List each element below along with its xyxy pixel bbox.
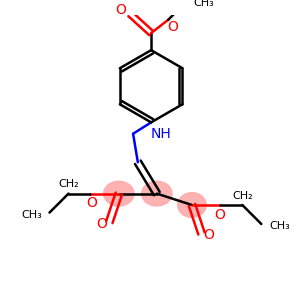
Text: CH₂: CH₂ xyxy=(232,190,253,200)
Text: O: O xyxy=(204,228,214,242)
Text: O: O xyxy=(115,3,126,17)
Text: O: O xyxy=(168,20,178,34)
Ellipse shape xyxy=(142,181,172,206)
Ellipse shape xyxy=(103,181,134,206)
Text: CH₃: CH₃ xyxy=(21,209,42,220)
Text: NH: NH xyxy=(150,127,171,141)
Text: O: O xyxy=(214,208,225,221)
Text: O: O xyxy=(86,196,97,210)
Text: O: O xyxy=(96,217,107,231)
Text: CH₃: CH₃ xyxy=(193,0,214,8)
Ellipse shape xyxy=(178,193,206,217)
Text: CH₃: CH₃ xyxy=(269,221,290,231)
Text: CH₂: CH₂ xyxy=(58,179,79,189)
